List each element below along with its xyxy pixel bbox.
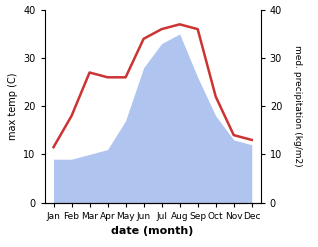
Y-axis label: med. precipitation (kg/m2): med. precipitation (kg/m2) (293, 45, 302, 167)
X-axis label: date (month): date (month) (111, 226, 194, 236)
Y-axis label: max temp (C): max temp (C) (8, 72, 17, 140)
